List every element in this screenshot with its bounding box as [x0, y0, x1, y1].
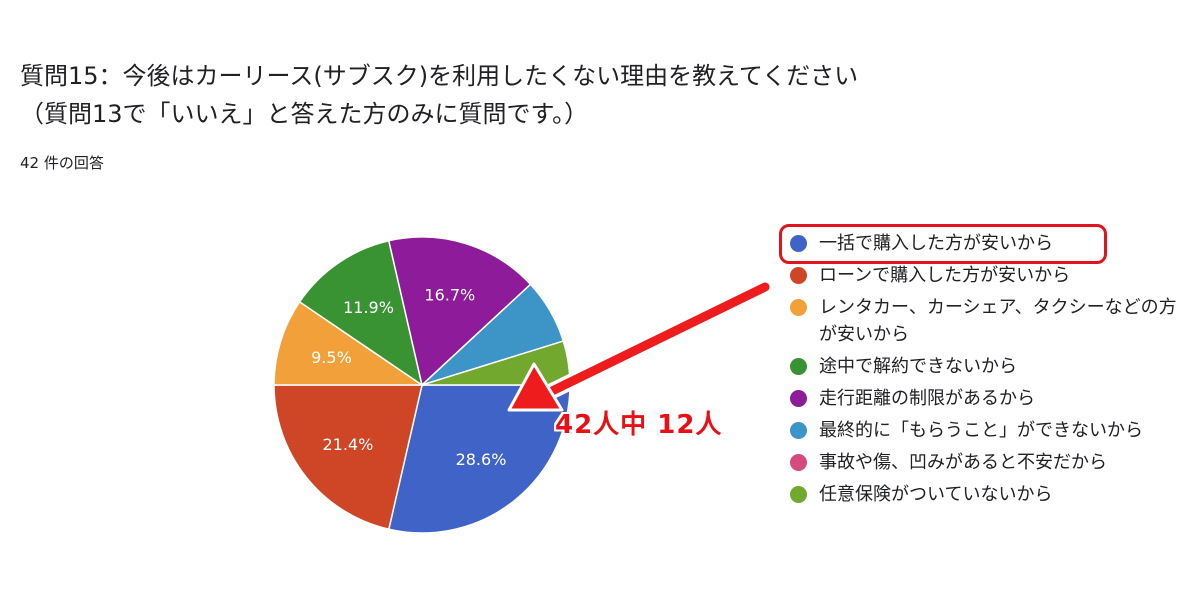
slice-percent-label: 9.5% — [311, 348, 352, 367]
annotation-label: 42人中 12人 — [555, 410, 723, 440]
slice-percent-label: 16.7% — [424, 285, 475, 304]
pie-slice — [387, 236, 532, 387]
pie-slice — [387, 384, 571, 534]
legend-item: 事故や傷、凹みがあると不安だから — [790, 449, 1190, 476]
legend-color-dot — [790, 422, 807, 439]
pie-slice — [273, 300, 425, 386]
legend-label: レンタカー、カーシェア、タクシーなどの方が安いから — [819, 297, 1177, 345]
legend-item: 走行距離の制限があるから — [790, 385, 1190, 412]
legend-color-dot — [790, 358, 807, 375]
pie-slice — [298, 239, 424, 387]
legend-item: 最終的に「もらうこと」ができないから — [790, 417, 1190, 444]
response-count: 42 件の回答 — [20, 154, 104, 172]
chart-legend: 一括で購入した方が安いから ローンで購入した方が安いからレンタカー、カーシェア、タ… — [790, 230, 1190, 513]
slice-percent-label: 28.6% — [456, 450, 507, 469]
legend-item: 一括で購入した方が安いから — [790, 230, 1190, 257]
legend-label: 一括で購入した方が安いから — [819, 233, 1053, 254]
legend-label: 最終的に「もらうこと」ができないから — [819, 420, 1143, 441]
question-title: 質問15：今後はカーリース(サブスク)を利用したくない理由を教えてください — [20, 62, 859, 90]
legend-color-dot — [790, 486, 807, 503]
question-subtitle: （質問13で「いいえ」と答えた方のみに質問です。） — [20, 100, 589, 128]
arrow-head — [507, 362, 564, 412]
pie-slice — [273, 384, 423, 531]
slice-percent-label: 11.9% — [343, 298, 394, 317]
legend-color-dot — [790, 454, 807, 471]
legend-label: ローンで購入した方が安いから — [819, 265, 1071, 286]
slice-percent-label: 21.4% — [322, 435, 373, 454]
legend-color-dot — [790, 235, 807, 252]
legend-highlight-box — [779, 224, 1107, 264]
annotation-arrow — [507, 279, 773, 412]
legend-item: レンタカー、カーシェア、タクシーなどの方が安いから — [790, 294, 1190, 348]
legend-label: 事故や傷、凹みがあると不安だから — [819, 452, 1107, 473]
legend-item: ローンで購入した方が安いから — [790, 262, 1190, 289]
legend-label: 途中で解約できないから — [819, 356, 1017, 377]
legend-label: 走行距離の制限があるから — [819, 388, 1035, 409]
legend-color-dot — [790, 267, 807, 284]
legend-label: 任意保険がついていないから — [819, 484, 1053, 505]
legend-item: 途中で解約できないから — [790, 353, 1190, 380]
legend-color-dot — [790, 390, 807, 407]
legend-item: 任意保険がついていないから — [790, 481, 1190, 508]
arrow-shaft-red — [543, 282, 770, 398]
legend-color-dot — [790, 299, 807, 316]
